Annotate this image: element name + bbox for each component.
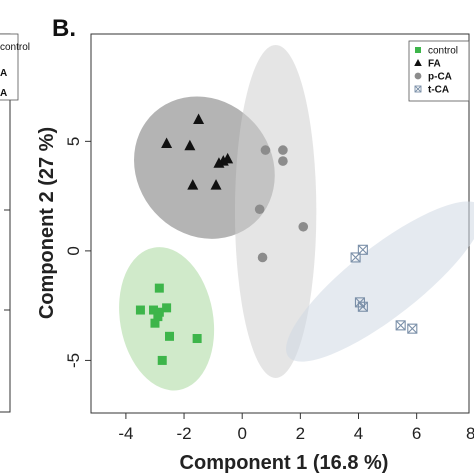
legend-marker-fa [414,59,422,66]
x-tick-label: -2 [176,424,191,443]
left-legend-fragment-1: control [0,42,30,53]
legend-label-control: control [428,46,458,57]
point-p-ca [257,252,268,263]
y-tick-label: 5 [64,137,83,146]
legend-marker-control [415,47,421,53]
left-panel-fragment: control A A [0,33,30,413]
point-p-ca [254,204,265,215]
y-axis-title: Component 2 (27 %) [36,127,58,319]
point-control [135,305,145,315]
point-p-ca [260,145,271,155]
left-legend-fragment-3: A [0,88,7,99]
x-tick-label: 6 [412,424,421,443]
point-fa [161,137,173,149]
point-fa [222,152,234,164]
point-t-ca [407,323,418,334]
point-control [162,303,172,313]
left-panel-legend-box [0,33,19,101]
legend-label-p-ca: p-CA [428,72,452,83]
x-tick-label: 8 [466,424,474,443]
legend-marker-t-ca [414,85,422,93]
x-tick-label: 4 [354,424,363,443]
point-t-ca [357,301,368,312]
point-t-ca [350,252,361,263]
left-legend-fragment-2: A [0,68,7,79]
ellipse-t-ca [286,201,474,362]
left-panel-frame [0,33,11,413]
point-p-ca [278,145,288,155]
panel-label: B. [52,15,76,42]
legend-marker-p-ca [414,72,422,80]
point-fa [187,179,199,190]
point-control [153,312,163,322]
point-fa [184,139,196,151]
point-t-ca [395,320,406,331]
point-fa [210,179,222,190]
legend-label-fa: FA [428,59,441,70]
point-control [157,355,167,365]
y-tick-label: -5 [64,353,83,368]
point-t-ca [357,244,368,255]
point-p-ca [298,221,309,232]
y-tick-label: 0 [64,246,83,255]
x-axis-title: Component 1 (16.8 %) [180,452,389,474]
point-control [165,331,175,341]
point-fa [193,113,205,124]
legend-label-t-ca: t-CA [428,85,449,96]
x-tick-label: 0 [237,424,246,443]
x-tick-label: 2 [296,424,305,443]
point-control [149,305,159,315]
x-tick-label: -4 [118,424,133,443]
point-control [192,334,202,344]
ellipse-control [119,247,215,391]
plot-area: -4 -2 0 2 4 6 8 -5 0 5 control FA p-CA t-CA [64,33,474,443]
point-control [154,283,164,293]
point-control [150,318,160,328]
point-fa [213,157,225,168]
ellipse-p-ca [234,44,317,378]
point-p-ca [278,156,288,166]
